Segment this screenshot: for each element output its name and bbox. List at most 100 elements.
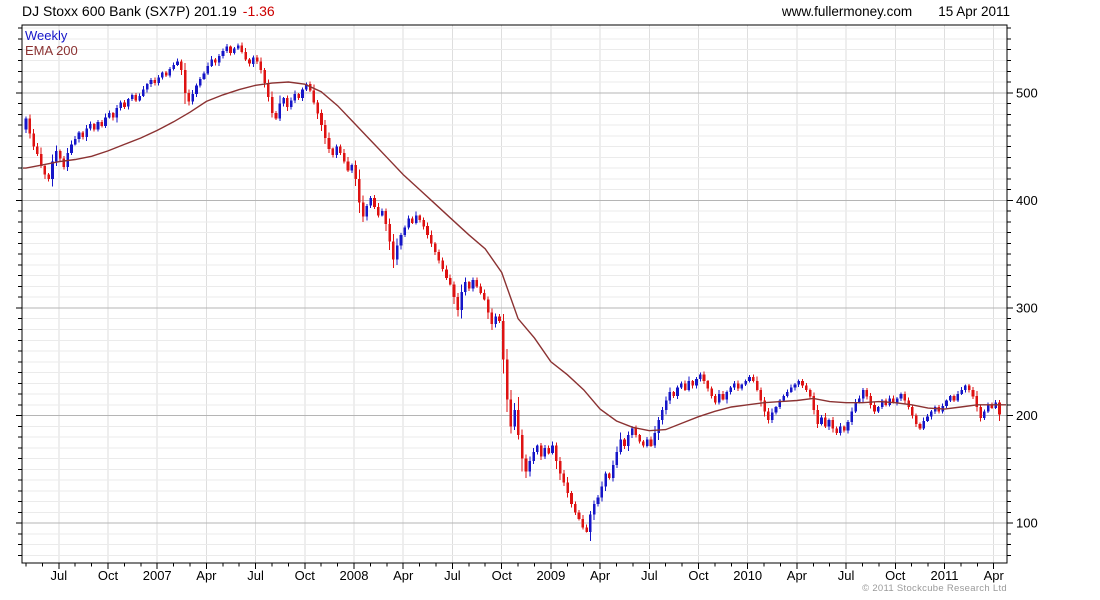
candle-body — [392, 241, 395, 260]
candle-body — [73, 139, 77, 145]
candle-body — [464, 282, 467, 292]
candle-body — [858, 398, 861, 403]
candle-body — [100, 121, 104, 127]
candle-body — [615, 452, 619, 466]
candle-body — [721, 394, 725, 400]
candle-body — [85, 128, 88, 137]
candle-body — [145, 84, 149, 90]
candle-body — [570, 493, 573, 504]
candle-body — [767, 411, 770, 420]
candle-body — [365, 205, 369, 217]
candle-body — [388, 224, 391, 242]
candle-body — [327, 138, 331, 149]
candle-body — [555, 445, 558, 461]
candle-body — [316, 102, 319, 114]
candle-body — [736, 383, 740, 389]
candle-body — [240, 45, 244, 52]
x-axis-label: 2011 — [931, 568, 959, 583]
candle-body — [119, 102, 122, 108]
candle-body — [191, 93, 194, 102]
candle-body — [399, 234, 403, 246]
candle-body — [793, 384, 797, 388]
candle-body — [967, 385, 971, 390]
candle-body — [411, 218, 414, 223]
candle-body — [824, 417, 827, 427]
x-axis-label: 2008 — [340, 568, 369, 583]
candle-body — [846, 422, 850, 431]
candle-body — [81, 132, 85, 137]
candle-body — [498, 316, 501, 321]
candle-body — [58, 150, 62, 159]
candle-body — [111, 113, 115, 118]
candle-body — [911, 407, 914, 416]
candle-body — [418, 215, 422, 220]
chart-legend: Weekly EMA 200 — [25, 28, 78, 58]
candle-body — [574, 503, 577, 513]
candle-body — [630, 428, 634, 435]
candle-body — [880, 400, 884, 407]
candle-body — [604, 473, 607, 487]
axis-ticks — [16, 27, 1013, 569]
candle-body — [740, 384, 744, 389]
candle-body — [198, 78, 202, 86]
candle-body — [892, 398, 895, 403]
candle-body — [861, 389, 865, 399]
date-text: 15 Apr 2011 — [938, 4, 1010, 19]
candle-body — [289, 100, 293, 107]
candle-body — [168, 69, 172, 76]
candle-body — [930, 411, 933, 417]
candle-body — [956, 394, 960, 401]
candle-body — [448, 277, 452, 285]
candle-body — [164, 72, 168, 76]
candle-body — [479, 286, 482, 293]
candle-body — [39, 154, 43, 166]
candle-body — [339, 146, 342, 154]
candle-body — [524, 458, 528, 472]
candle-body — [361, 202, 365, 217]
candle-body — [214, 59, 217, 63]
candle-body — [248, 59, 251, 64]
candle-body — [608, 473, 611, 478]
candle-body — [123, 102, 126, 107]
candle-body — [964, 385, 967, 390]
candle-body — [733, 383, 736, 388]
candle-body — [839, 426, 842, 433]
candle-body — [384, 211, 388, 224]
candle-body — [581, 518, 585, 528]
candle-body — [183, 70, 187, 93]
candle-body — [55, 150, 58, 162]
candle-body — [759, 389, 763, 401]
candle-body — [346, 161, 350, 171]
candle-body — [335, 146, 338, 156]
x-axis-label: Jul — [444, 568, 461, 583]
candle-body — [983, 411, 986, 418]
candle-body — [24, 118, 28, 130]
candle-body — [225, 46, 229, 51]
candle-body — [430, 234, 433, 244]
candle-body — [634, 428, 638, 435]
candle-body — [331, 148, 335, 156]
candle-body — [471, 280, 475, 289]
candle-body — [149, 79, 153, 85]
grid — [22, 25, 1007, 563]
candle-body — [456, 297, 460, 311]
candle-body — [323, 125, 327, 138]
candle-body — [51, 161, 54, 179]
candle-body — [274, 113, 278, 119]
candle-body — [320, 113, 323, 125]
x-axis-label: Apr — [196, 568, 217, 583]
candle-body — [505, 359, 509, 400]
candle-body — [778, 400, 782, 407]
candle-body — [308, 84, 312, 91]
candle-body — [789, 387, 793, 392]
candle-body — [653, 432, 657, 446]
candle-body — [577, 512, 581, 519]
candle-body — [922, 421, 925, 429]
candle-body — [820, 417, 823, 425]
candle-body — [657, 419, 660, 433]
candle-body — [62, 158, 66, 167]
candle-body — [835, 428, 838, 433]
title-bar: DJ Stoxx 600 Bank (SX7P) 201.19 -1.36 — [22, 3, 275, 19]
candle-body — [873, 404, 876, 412]
